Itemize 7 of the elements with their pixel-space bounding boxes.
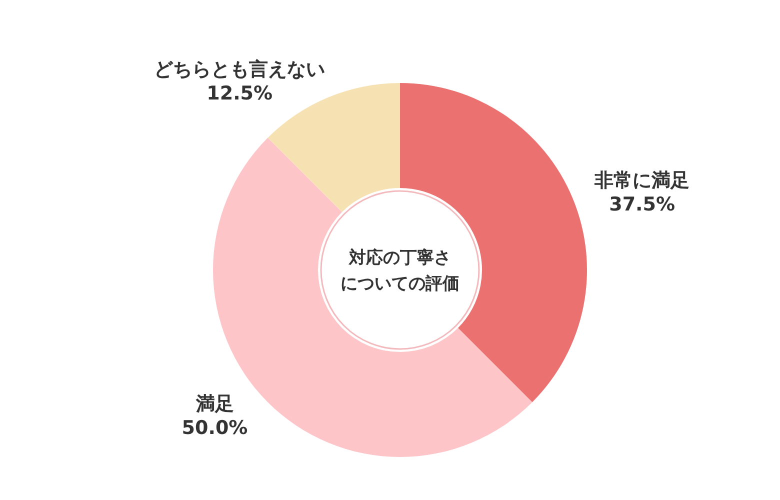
- data-label: 50.0%: [182, 416, 248, 439]
- text: 対応の丁寧さについての評価: [340, 248, 460, 294]
- data-label: 37.5%: [609, 194, 676, 216]
- data-label: 12.5%: [206, 82, 273, 105]
- slice-label: どちらとも言えない: [154, 58, 326, 81]
- slice-label: 非常に満足: [594, 170, 690, 192]
- slice-label: 満足: [194, 392, 234, 415]
